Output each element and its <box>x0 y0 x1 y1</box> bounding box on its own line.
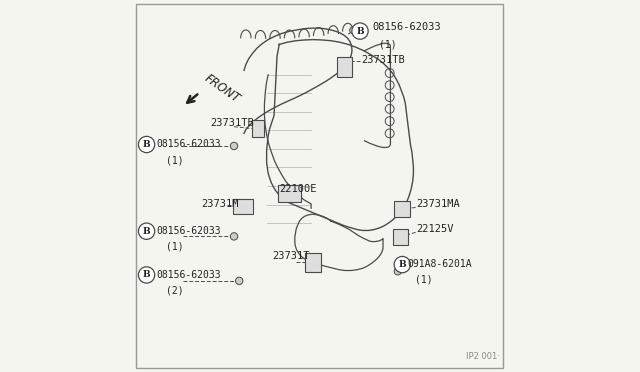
Circle shape <box>138 223 155 239</box>
Text: 23731MA: 23731MA <box>417 199 460 209</box>
Text: 23731TB: 23731TB <box>361 55 404 65</box>
Circle shape <box>138 137 155 153</box>
FancyBboxPatch shape <box>252 121 264 137</box>
Text: 22100E: 22100E <box>279 184 317 194</box>
Text: 08156-62033: 08156-62033 <box>372 22 440 32</box>
Text: 08156-62033: 08156-62033 <box>156 226 221 236</box>
Text: B: B <box>356 26 364 36</box>
Text: 23731M: 23731M <box>202 199 239 209</box>
Text: B: B <box>143 227 150 236</box>
Circle shape <box>394 256 410 273</box>
Circle shape <box>394 267 401 275</box>
FancyBboxPatch shape <box>337 57 351 77</box>
Text: B: B <box>143 270 150 279</box>
Circle shape <box>138 267 155 283</box>
Circle shape <box>230 233 237 240</box>
Text: (1): (1) <box>166 242 184 252</box>
Circle shape <box>230 142 237 150</box>
Text: B: B <box>399 260 406 269</box>
Text: (2): (2) <box>166 286 184 295</box>
Text: (1): (1) <box>166 155 184 165</box>
FancyBboxPatch shape <box>394 229 408 244</box>
Text: 23731TB: 23731TB <box>211 118 255 128</box>
Circle shape <box>236 277 243 285</box>
Text: 23731T: 23731T <box>273 251 310 262</box>
Text: 08156-62033: 08156-62033 <box>156 270 221 280</box>
Text: 091A8-6201A: 091A8-6201A <box>407 259 472 269</box>
Text: 22125V: 22125V <box>417 224 454 234</box>
Circle shape <box>352 23 368 39</box>
Circle shape <box>349 27 357 34</box>
FancyBboxPatch shape <box>394 201 410 217</box>
Text: (1): (1) <box>380 39 397 49</box>
Text: IP2 001·: IP2 001· <box>466 352 500 361</box>
FancyBboxPatch shape <box>305 253 321 272</box>
Text: (1): (1) <box>415 275 433 284</box>
Text: FRONT: FRONT <box>202 72 243 106</box>
Text: 08156-62033: 08156-62033 <box>156 140 221 150</box>
FancyBboxPatch shape <box>278 185 301 202</box>
FancyBboxPatch shape <box>233 199 253 214</box>
Text: B: B <box>143 140 150 149</box>
